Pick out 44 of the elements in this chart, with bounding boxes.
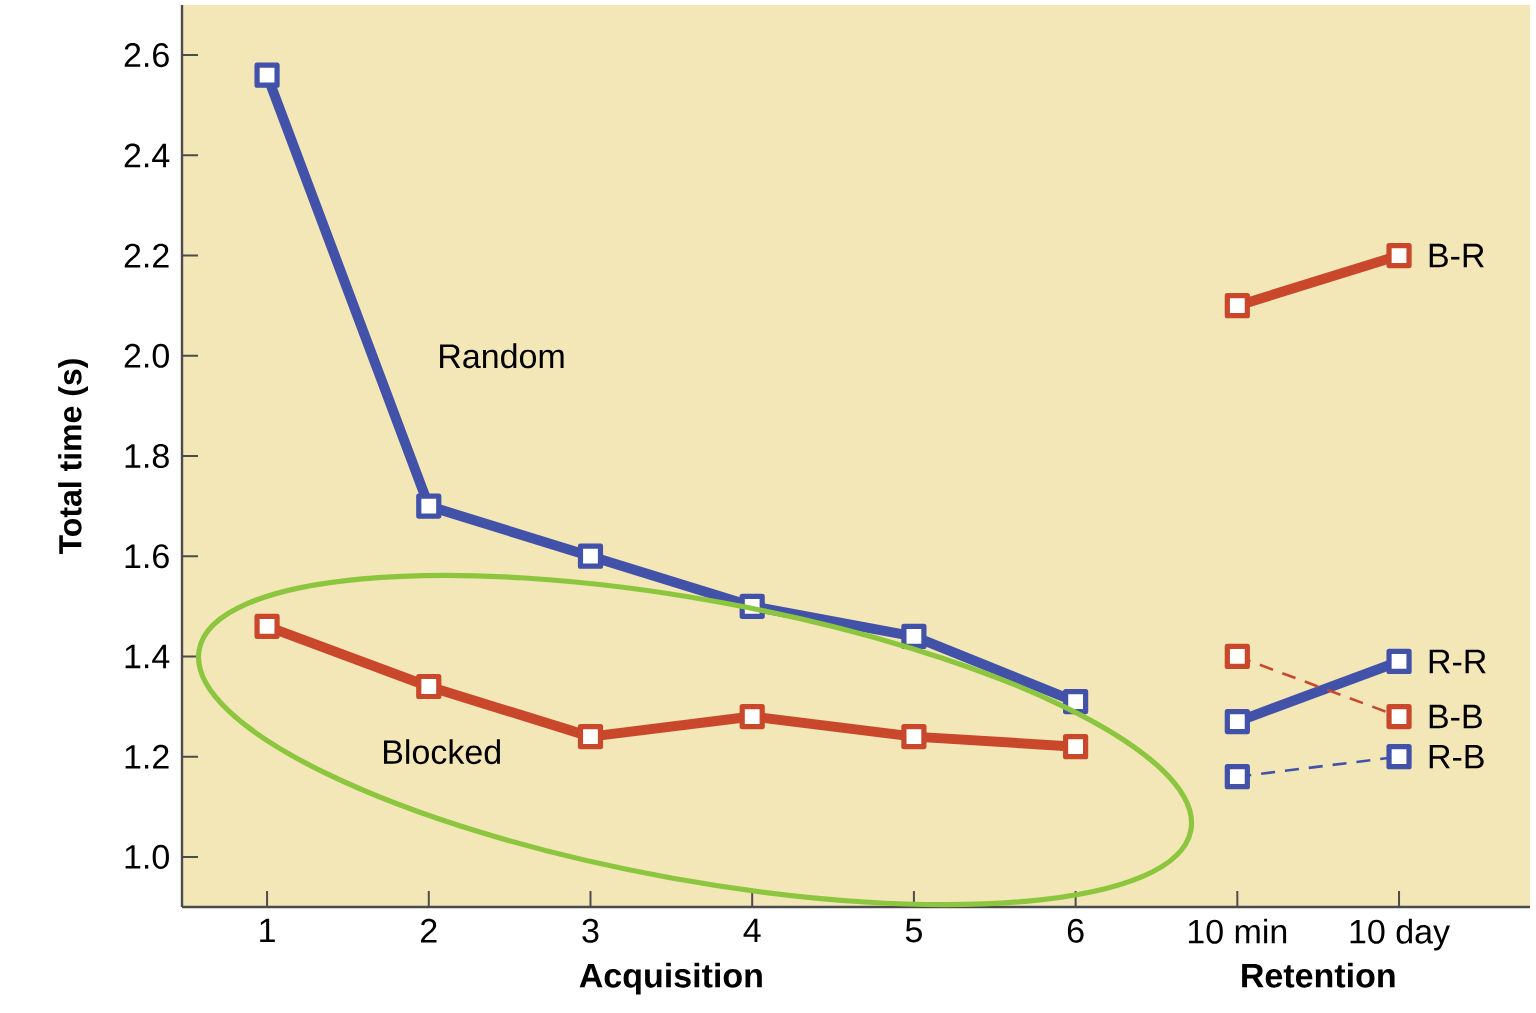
y-tick-label: 1.8 [125,443,169,469]
text: Retention [1242,962,1395,988]
y-tick-label: 1.4 [125,644,170,669]
point [416,673,442,700]
x-tick-label: 3 [582,918,599,943]
y-tick-label: 1.2 [125,744,169,769]
point [254,62,280,88]
point [577,724,604,750]
point [577,543,604,569]
series-label: R-R [1429,649,1486,674]
y-axis-title: Total time (s) [58,359,88,555]
point [1386,744,1412,770]
series-label: Blocked [384,739,500,765]
point [416,493,442,519]
point [1063,734,1089,760]
point [254,613,280,639]
point [901,623,927,649]
x-axis-title: Acquisition [579,962,762,995]
x-tick-label: 4 [743,918,761,943]
point [1224,643,1250,670]
point [1386,703,1412,730]
x-tick-label: 10 min [1188,918,1287,944]
x-tick-label: 2 [421,918,437,943]
point [1224,293,1250,319]
x-tick-label: 5 [905,918,922,943]
y-tick-label: 2.0 [124,343,169,368]
y-tick-label: 2.6 [124,43,169,68]
point [1386,648,1412,675]
y-tick-label: 1.6 [125,544,169,569]
point [1224,764,1250,790]
series-label: B-B [1429,704,1482,729]
series-label: Random [440,343,564,369]
y-tick-label: 2.2 [124,243,169,268]
point [1386,242,1412,269]
point [901,724,927,750]
point [1224,708,1250,735]
x-tick-label: 1 [260,918,275,943]
series-label: R-B [1429,744,1484,769]
x-tick-label: 10 day [1350,918,1450,951]
point [739,703,765,730]
y-tick-label: 2.4 [124,143,170,168]
series-label: B-R [1429,243,1484,268]
y-tick-label: 1.0 [125,844,169,869]
x-tick-label: 6 [1067,918,1084,943]
